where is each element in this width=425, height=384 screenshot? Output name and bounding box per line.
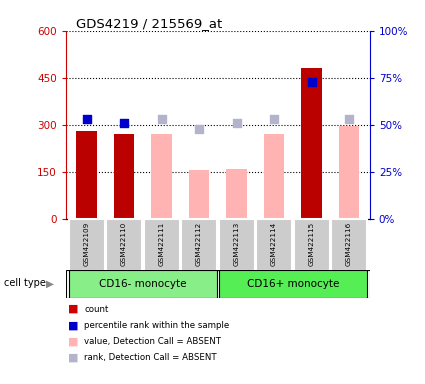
Text: CD16- monocyte: CD16- monocyte [99, 279, 187, 289]
Text: GSM422114: GSM422114 [271, 222, 277, 266]
Text: percentile rank within the sample: percentile rank within the sample [84, 321, 230, 330]
Text: GDS4219 / 215569_at: GDS4219 / 215569_at [76, 17, 222, 30]
Text: GSM422111: GSM422111 [159, 222, 164, 266]
Text: ■: ■ [68, 304, 79, 314]
Text: rank, Detection Call = ABSENT: rank, Detection Call = ABSENT [84, 353, 217, 362]
Bar [218, 219, 255, 271]
Text: GSM422116: GSM422116 [346, 222, 352, 266]
Bar [294, 219, 330, 271]
Point [83, 116, 90, 122]
Bar [68, 270, 217, 298]
Text: GSM422109: GSM422109 [83, 222, 90, 266]
Text: CD16+ monocyte: CD16+ monocyte [246, 279, 339, 289]
Bar [301, 68, 322, 219]
Point [158, 116, 165, 122]
Bar [181, 219, 217, 271]
Text: GSM422112: GSM422112 [196, 222, 202, 266]
Point [121, 120, 128, 126]
Text: ▶: ▶ [46, 278, 54, 288]
Text: value, Detection Call = ABSENT: value, Detection Call = ABSENT [84, 337, 221, 346]
Bar [189, 170, 210, 219]
Text: GSM422113: GSM422113 [234, 222, 240, 266]
Text: cell type: cell type [4, 278, 46, 288]
Point [233, 120, 240, 126]
Bar [256, 219, 292, 271]
Bar [264, 134, 284, 219]
Bar [114, 134, 134, 219]
Bar [106, 219, 142, 271]
Text: GSM422115: GSM422115 [309, 222, 314, 266]
Text: ■: ■ [68, 320, 79, 330]
Bar [144, 219, 179, 271]
Bar [76, 131, 97, 219]
Bar [68, 219, 105, 271]
Bar [226, 169, 247, 219]
Bar [218, 270, 367, 298]
Point [308, 79, 315, 86]
Bar [339, 126, 360, 219]
Text: ■: ■ [68, 353, 79, 362]
Point [346, 116, 352, 122]
Text: ■: ■ [68, 336, 79, 346]
Text: GSM422110: GSM422110 [121, 222, 127, 266]
Bar [331, 219, 367, 271]
Point [196, 126, 202, 132]
Point [271, 116, 278, 122]
Bar [151, 134, 172, 219]
Text: count: count [84, 305, 108, 314]
